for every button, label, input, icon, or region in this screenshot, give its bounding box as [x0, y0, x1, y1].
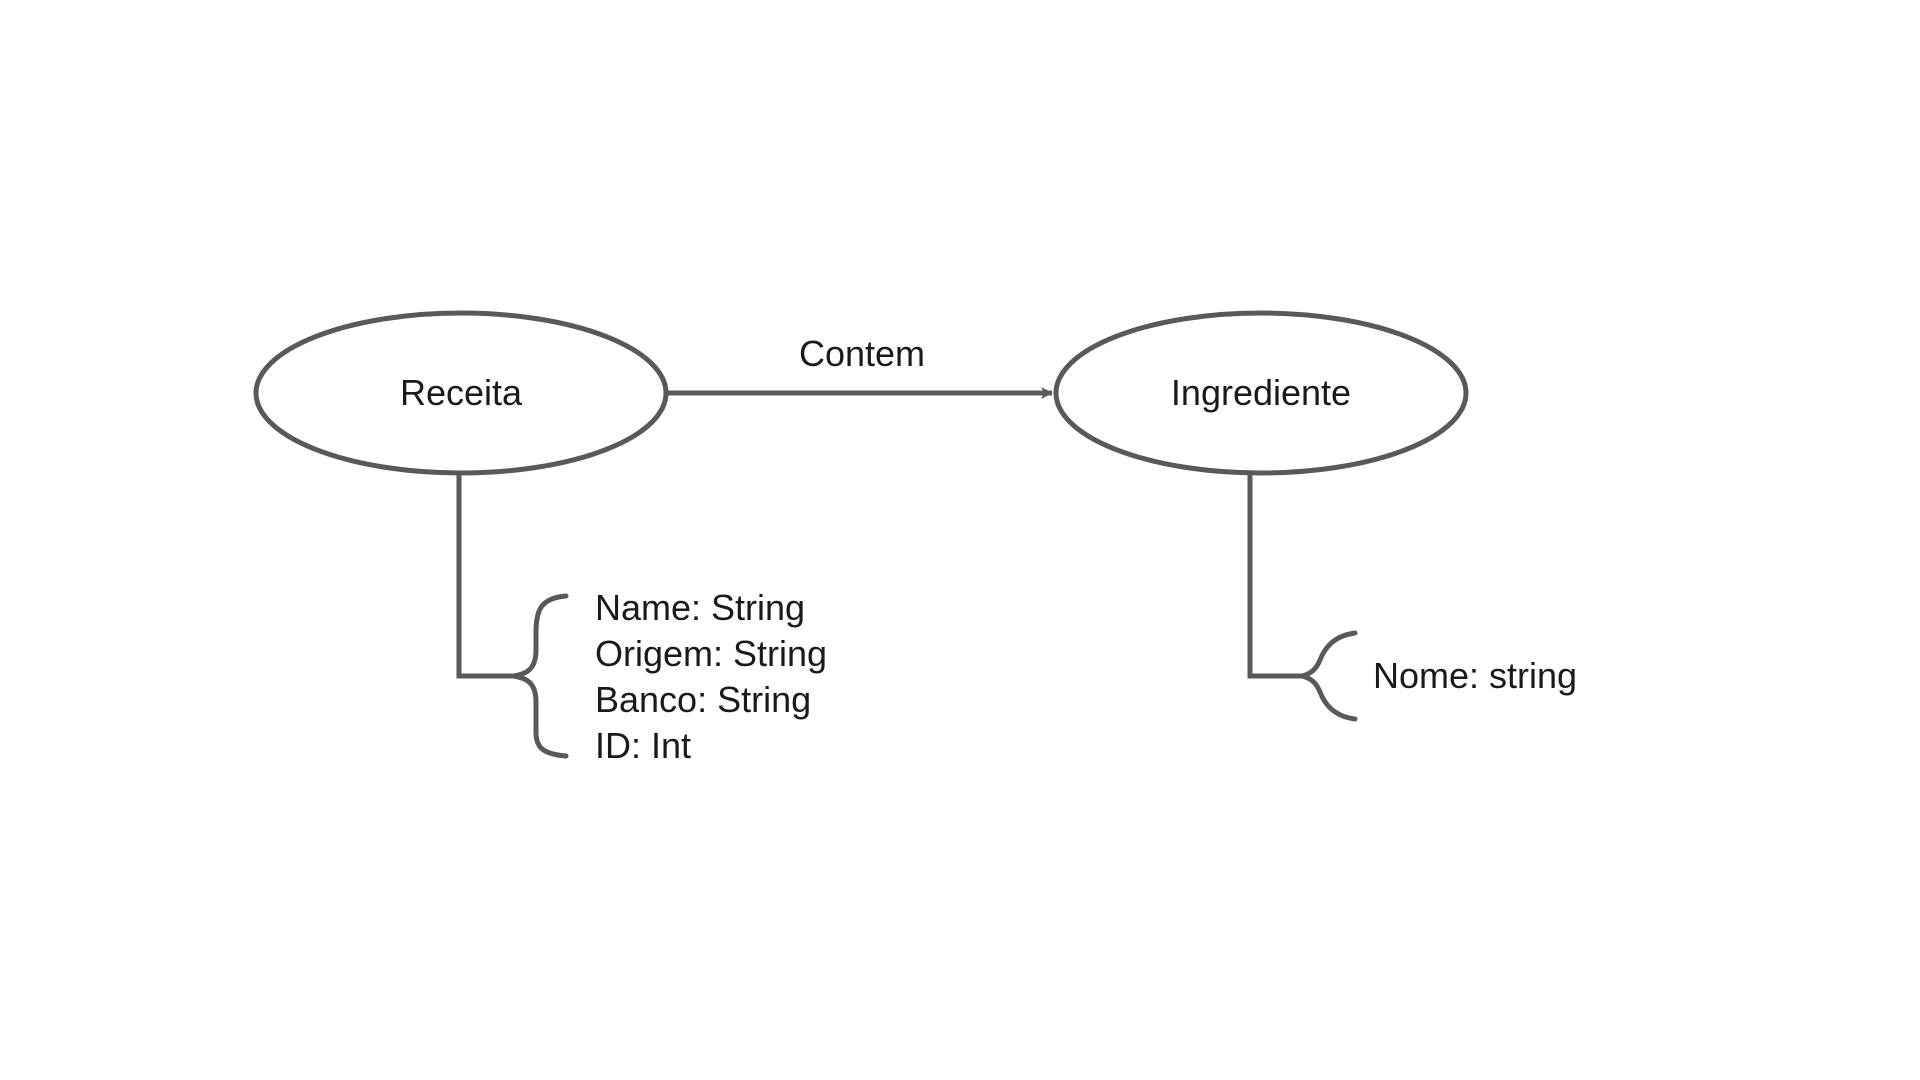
receita-attribute-brace: [512, 593, 569, 759]
receita-attribute-banco: Banco: String: [595, 679, 811, 720]
receita-attribute-name: Name: String: [595, 587, 805, 628]
entity-ingrediente-label: Ingrediente: [1171, 372, 1351, 413]
receita-attribute-origem: Origem: String: [595, 633, 827, 674]
ingrediente-attribute-nome: Nome: string: [1373, 655, 1577, 696]
ingrediente-attribute-connector: [1247, 473, 1302, 679]
receita-attribute-connector: [456, 473, 513, 679]
relationship-label: Contem: [799, 333, 925, 374]
receita-attribute-id: ID: Int: [595, 725, 691, 766]
ingrediente-attribute-brace: [1301, 630, 1358, 722]
entity-ingrediente-ellipse: [1053, 310, 1469, 476]
entity-receita-label: Receita: [400, 372, 523, 413]
